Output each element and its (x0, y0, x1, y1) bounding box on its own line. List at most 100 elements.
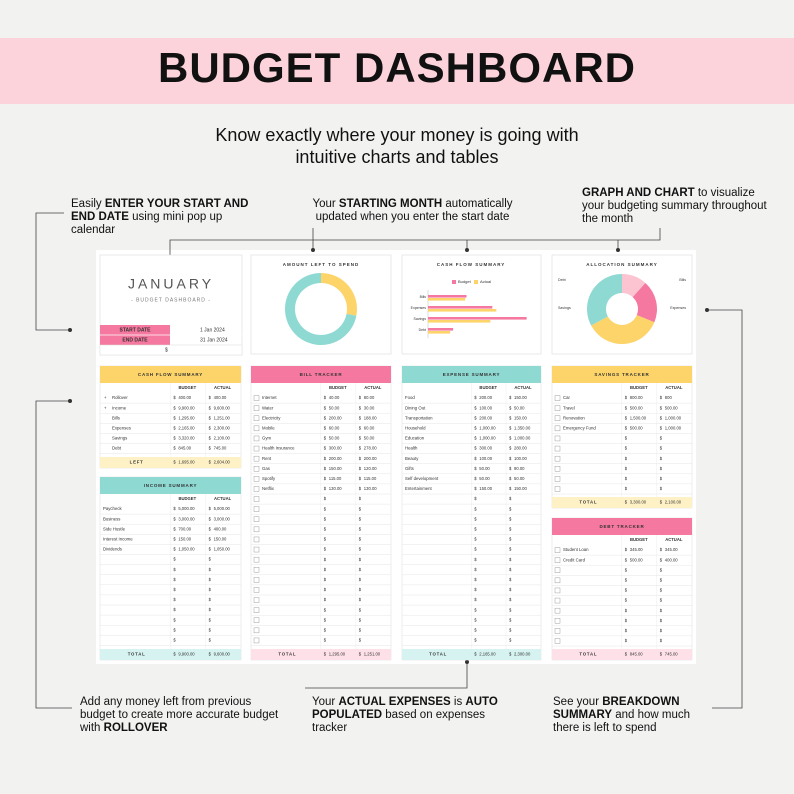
cell: 2,165.00 (178, 425, 195, 430)
checkbox (554, 557, 561, 563)
row-label: Health (405, 446, 418, 451)
total-label: TOTAL (128, 652, 146, 657)
cell: 345.00 (665, 547, 678, 552)
currency: $ (359, 557, 362, 562)
bar (428, 328, 454, 331)
row-label: Debt (112, 446, 122, 451)
cell: 2,100.00 (214, 436, 231, 441)
callout-text: Add any money left from previous budget … (80, 696, 279, 734)
cell: 400.00 (665, 557, 678, 562)
currency: $ (474, 436, 477, 441)
currency: $ (359, 405, 362, 410)
currency: $ (324, 597, 327, 602)
currency: $ (509, 587, 512, 592)
currency: $ (209, 405, 212, 410)
pie-slice (632, 282, 658, 323)
currency: $ (474, 537, 477, 542)
currency: $ (474, 466, 477, 471)
total-cell: 1,695.00 (178, 460, 195, 465)
checkbox (253, 556, 260, 563)
cell: 200.00 (479, 395, 492, 400)
pie-label: Debt (558, 278, 566, 282)
pie-label: Expenses (670, 306, 686, 310)
cell: 50.00 (514, 476, 525, 481)
currency: $ (173, 567, 176, 572)
row-label: Gym (262, 436, 271, 441)
callout: Your STARTING MONTH automatically update… (300, 198, 525, 224)
callout-text: automatically updated when you enter the… (315, 198, 513, 223)
pie-slice (591, 315, 655, 345)
currency: $ (660, 638, 663, 643)
cell: 1,500.00 (630, 415, 647, 420)
currency: $ (209, 425, 212, 430)
cell: 200.00 (479, 415, 492, 420)
category-label: Bills (420, 295, 427, 299)
currency: $ (474, 577, 477, 582)
currency: $ (625, 547, 628, 552)
cell: 300.00 (479, 446, 492, 451)
currency: $ (209, 536, 212, 541)
currency: $ (509, 456, 512, 461)
checkbox (554, 486, 561, 492)
currency: $ (474, 587, 477, 592)
callout-text: See your (553, 696, 603, 708)
callout-text: is (450, 696, 466, 708)
category-label: Savings (414, 317, 427, 321)
currency: $ (209, 597, 212, 602)
row-label: Emergency Fund (563, 425, 596, 430)
currency: $ (359, 607, 362, 612)
table-title: INCOME SUMMARY (144, 483, 198, 488)
currency: $ (324, 476, 327, 481)
checkbox (253, 526, 260, 533)
checkbox (554, 395, 561, 401)
cell: 150.00 (514, 486, 527, 491)
cell: 200.00 (329, 415, 342, 420)
cell: 150.00 (329, 466, 342, 471)
table-title: SAVINGS TRACKER (594, 372, 649, 377)
start-label: START DATE (120, 327, 152, 333)
category-label: Expenses (411, 306, 427, 310)
total-cell: 2,165.00 (479, 652, 496, 657)
currency: $ (324, 607, 327, 612)
cell: 200.00 (364, 456, 377, 461)
cell: 3,000.00 (178, 516, 195, 521)
row-label: Health Insurance (262, 446, 295, 451)
currency: $ (660, 618, 663, 623)
currency: $ (209, 637, 212, 642)
currency: $ (509, 652, 512, 657)
pie-label: Savings (558, 306, 571, 310)
currency: $ (359, 506, 362, 511)
panel-title: ALLOCATION SUMMARY (586, 262, 658, 267)
currency: $ (509, 466, 512, 471)
currency: $ (474, 446, 477, 451)
currency: $ (209, 506, 212, 511)
total-cell: 845.00 (630, 652, 643, 657)
currency: $ (660, 577, 663, 582)
callout-text: using mini pop up calendar (71, 211, 223, 236)
currency: $ (359, 587, 362, 592)
currency: $ (660, 557, 663, 562)
cell: 150.00 (214, 536, 227, 541)
currency: $ (324, 506, 327, 511)
currency: $ (660, 588, 663, 593)
cell: 278.00 (364, 446, 377, 451)
cell: 500.00 (630, 425, 643, 430)
currency: $ (173, 607, 176, 612)
currency: $ (474, 597, 477, 602)
checkbox (554, 567, 561, 573)
currency: $ (359, 456, 362, 461)
callout-text: ACTUAL EXPENSES (338, 696, 451, 708)
total-cell: 9,600.00 (214, 652, 231, 657)
callout-text: ENTER YOUR START AND END DATE (71, 198, 249, 223)
cell: 50.00 (479, 466, 490, 471)
currency: $ (625, 577, 628, 582)
checkbox (253, 425, 260, 432)
row-label: Rollover (112, 395, 128, 400)
end-label: END DATE (122, 337, 148, 343)
cell: 280.00 (514, 446, 527, 451)
cell: 745.00 (214, 446, 227, 451)
currency: $ (474, 557, 477, 562)
checkbox (554, 607, 561, 614)
column-header: BUDGET (329, 385, 347, 390)
currency: $ (359, 516, 362, 521)
